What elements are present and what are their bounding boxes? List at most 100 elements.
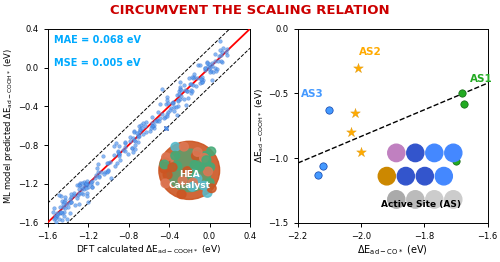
Point [188,89,196,93]
Point [203,59,211,64]
Point [111,163,119,168]
Circle shape [207,184,216,193]
Point [76,181,84,185]
Point [60,200,68,205]
Point [126,139,134,143]
Point [56,194,64,198]
Point [149,124,157,128]
Point [114,150,122,154]
Point [129,150,137,154]
Point [66,200,74,205]
Point [50,206,58,210]
Point [172,105,180,109]
Point [156,102,164,106]
Point [108,176,116,180]
Point [204,61,212,65]
Point [217,58,225,63]
Point [98,170,106,174]
Point [78,187,86,191]
Point [116,158,124,162]
Point [214,67,222,71]
Point [84,182,92,186]
Point [222,50,230,54]
Point [180,96,188,101]
Point [187,90,195,95]
Point [222,47,230,51]
Point [56,210,64,214]
Point [182,88,190,92]
Point [100,154,108,158]
Point [218,60,226,64]
Point [212,69,220,73]
Point [104,161,112,165]
Circle shape [171,143,180,151]
Point [52,215,60,219]
Point [458,91,466,96]
Circle shape [192,152,200,160]
Point [148,124,156,128]
Point [319,164,327,168]
Circle shape [397,167,414,185]
Circle shape [388,144,405,162]
Point [208,64,216,68]
Point [176,87,184,91]
Circle shape [206,163,214,171]
Point [82,184,90,188]
Point [83,191,91,195]
Point [183,89,191,93]
Point [62,201,70,206]
Circle shape [188,183,196,191]
Circle shape [165,154,174,163]
Point [176,85,184,89]
Point [110,153,118,157]
Point [174,104,182,108]
Circle shape [171,151,179,160]
Point [134,140,142,144]
Point [48,210,56,214]
Point [138,126,146,130]
Point [104,168,112,172]
Point [158,112,166,116]
Point [130,143,138,148]
Point [53,211,61,215]
Ellipse shape [159,141,220,199]
Point [58,218,66,222]
Point [124,151,132,156]
Point [170,100,177,104]
Point [131,147,139,151]
Circle shape [177,190,186,199]
Point [134,135,142,139]
Point [142,120,150,124]
Point [136,130,143,134]
Circle shape [183,167,192,175]
Point [136,127,144,131]
Point [68,195,76,199]
Point [80,187,88,191]
Point [88,180,96,184]
Point [130,129,138,133]
Point [73,183,81,187]
Circle shape [207,147,216,156]
Circle shape [163,171,172,179]
Point [75,201,83,206]
Point [68,192,76,196]
Point [60,209,68,214]
Circle shape [426,144,443,162]
Point [128,145,136,150]
Point [197,77,205,81]
Point [75,190,83,195]
Text: CIRCUMVENT THE SCALING RELATION: CIRCUMVENT THE SCALING RELATION [110,4,390,17]
Text: MAE = 0.068 eV: MAE = 0.068 eV [54,35,141,45]
Circle shape [445,191,462,208]
Circle shape [200,154,208,162]
Point [156,119,164,123]
Point [148,115,156,119]
Point [73,196,81,200]
Circle shape [200,181,208,190]
Point [192,84,200,88]
Circle shape [202,156,211,164]
Point [130,139,138,143]
Point [216,47,224,52]
Point [104,170,112,174]
Circle shape [188,171,198,179]
